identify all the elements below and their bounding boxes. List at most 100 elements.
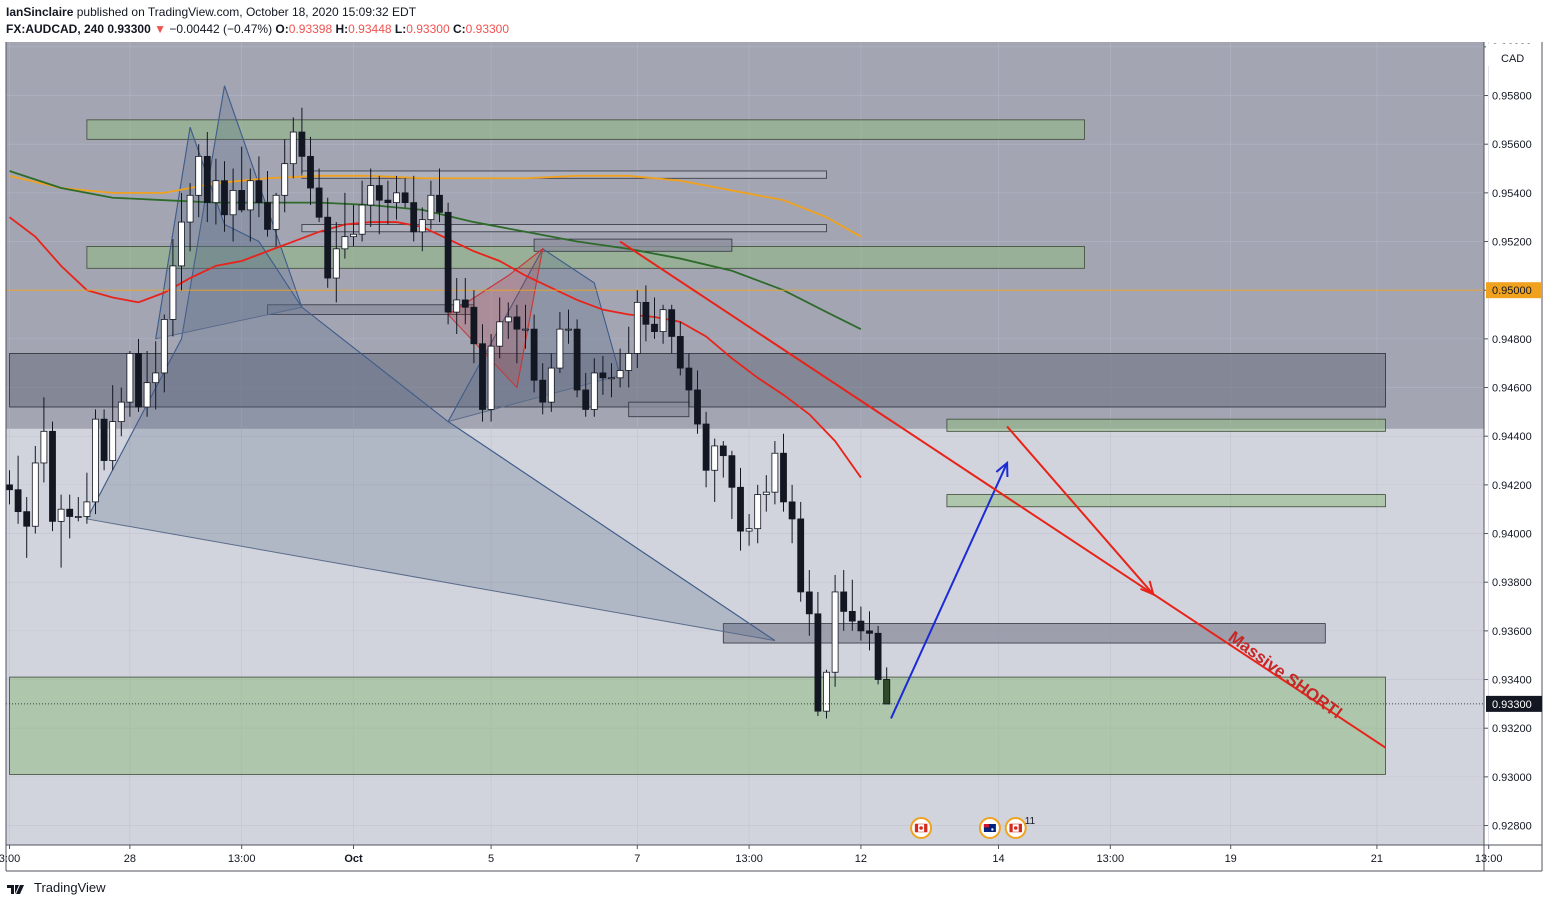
candle-down (866, 630, 873, 634)
y-tick-label: 0.94400 (1492, 431, 1532, 443)
candle-up (152, 372, 160, 384)
candle-up (608, 377, 615, 380)
candle-up (92, 418, 99, 503)
candle-up (289, 131, 297, 165)
candle-down (479, 343, 486, 410)
candle-down (315, 187, 323, 218)
candle-down (788, 501, 796, 520)
candle-down (582, 389, 590, 410)
candle-up (350, 233, 357, 238)
x-tick-label: 28 (124, 853, 136, 865)
y-tick-label: 0.93200 (1492, 723, 1532, 735)
candle-up (453, 299, 461, 313)
y-tick-label: 0.94800 (1492, 334, 1532, 346)
zone-green-wide (9, 676, 1386, 775)
candle-up (178, 221, 185, 267)
y-tick-label: 0.95800 (1492, 91, 1532, 103)
candle-up (169, 265, 177, 320)
candle-down (49, 430, 56, 522)
author-name[interactable]: IanSinclaire (6, 5, 74, 19)
currency-label-bg (1486, 44, 1534, 66)
y-tick-label: 0.93600 (1492, 626, 1532, 638)
candle-down (298, 131, 306, 157)
change-down-icon: ▼ (154, 22, 166, 36)
candle-down (668, 309, 676, 337)
y-tick-label: 0.92800 (1492, 821, 1532, 833)
candle-down (66, 508, 74, 517)
zone-gray (628, 401, 690, 418)
candle-down (23, 511, 31, 527)
x-tick-label: 12 (855, 853, 867, 865)
candle-up (771, 452, 779, 493)
price-change: −0.00442 (−0.47%) (169, 22, 273, 36)
zone-green (86, 119, 1085, 140)
open-value: 0.93398 (288, 22, 333, 36)
zone-green (946, 418, 1386, 432)
candle-down (461, 299, 469, 308)
x-tick-label: 19 (1225, 853, 1237, 865)
currency-label: CAD (1501, 53, 1524, 65)
flag-band-right (1018, 824, 1022, 832)
candle-down (264, 202, 271, 230)
candle-last (883, 679, 891, 705)
y-tick-label: 0.94000 (1492, 529, 1532, 541)
candle-up (358, 204, 366, 235)
low-label: L: (394, 22, 407, 36)
candle-up (762, 491, 770, 495)
y-tick-label: 0.94600 (1492, 383, 1532, 395)
candle-up (367, 185, 375, 206)
candle-up (522, 328, 529, 331)
price-tag (1486, 282, 1542, 299)
candle-up (633, 301, 641, 354)
x-tick-label: Oct (344, 853, 363, 865)
y-axis: 0.960000.958000.956000.954000.952000.950… (1484, 42, 1542, 833)
flag-body (983, 824, 996, 832)
candle-down (221, 180, 228, 216)
y-tick-label: 0.95600 (1492, 139, 1532, 151)
candle-down (255, 180, 263, 203)
event-count: 11 (1025, 816, 1036, 827)
flag-leaf (1013, 826, 1018, 830)
symbol-info: FX:AUDCAD, 240 0.93300 ▼ −0.00442 (−0.47… (6, 22, 509, 36)
candle-up (754, 494, 762, 530)
high-label: H: (335, 22, 349, 36)
candle-up (590, 372, 598, 410)
candle-down (857, 620, 865, 632)
candle-up (504, 316, 512, 323)
candle-down (401, 192, 409, 204)
candle-up (831, 591, 839, 673)
candle-down (6, 484, 13, 491)
y-tick-label: 0.95200 (1492, 237, 1532, 249)
harmonic-pattern-outline (447, 247, 544, 388)
candle-down (100, 418, 108, 461)
candle-down (307, 155, 314, 189)
candle-down (780, 452, 787, 503)
brand-name[interactable]: TradingView (34, 880, 106, 895)
candle-up (31, 462, 39, 527)
candle-down (410, 202, 418, 233)
candle-down (874, 632, 882, 680)
candle-down (642, 301, 650, 325)
blue-arrow (890, 462, 1009, 719)
candle-up (272, 194, 280, 230)
flag-band-left (1009, 824, 1013, 832)
y-tick-label: 0.94200 (1492, 480, 1532, 492)
x-tick-label: 3:00 (0, 853, 20, 865)
symbol-label: FX:AUDCAD, 240 (6, 22, 105, 36)
candle-down (840, 591, 848, 612)
flag-band-left (915, 824, 919, 832)
x-tick-label: 13:00 (1475, 853, 1503, 865)
candle-down (805, 591, 813, 615)
zone-line-rect (301, 170, 827, 179)
price-tag-label: 0.95000 (1492, 285, 1532, 297)
candle-up (195, 155, 203, 196)
candle-down (814, 613, 822, 712)
harmonic-pattern-outline (447, 248, 621, 422)
candle-down (694, 389, 701, 425)
candle-up (74, 516, 82, 518)
price-tag (1486, 695, 1542, 712)
footer-brand: TradingView (6, 880, 106, 895)
blue-arrow-head (995, 460, 1009, 477)
candle-down (702, 423, 710, 471)
